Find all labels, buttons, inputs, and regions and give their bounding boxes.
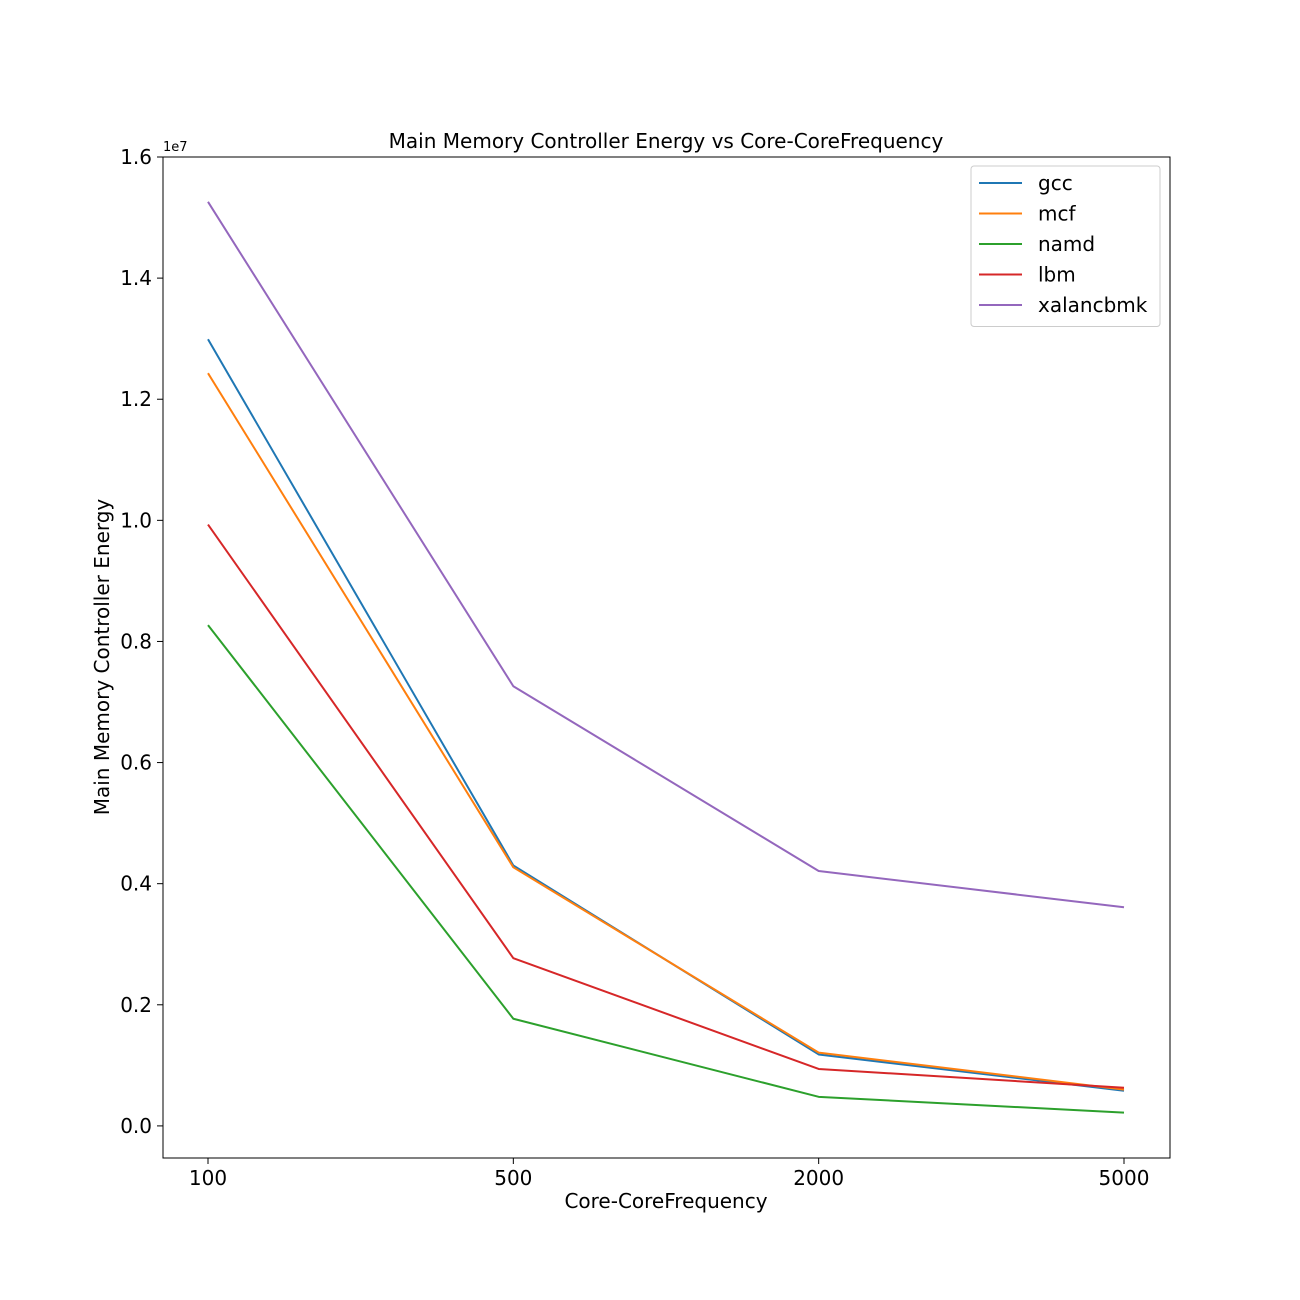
x-axis-title: Core-CoreFrequency	[564, 1189, 767, 1213]
series-line-lbm	[207, 524, 1125, 1089]
legend: gcc mcf namd lbm xalancbmk	[970, 165, 1161, 327]
x-tick-label-5000: 5000	[1099, 1166, 1150, 1190]
legend-label-gcc: gcc	[1038, 171, 1073, 195]
x-tick-label-100: 100	[189, 1166, 227, 1190]
y-tick-label-1.2: 1.2	[120, 387, 152, 411]
y-tick-label-1.0: 1.0	[120, 508, 152, 532]
series-line-namd	[207, 624, 1125, 1114]
y-tick-label-1.4: 1.4	[120, 266, 152, 290]
chart-title: Main Memory Controller Energy vs Core-Co…	[389, 129, 944, 153]
y-axis-title: Main Memory Controller Energy	[90, 499, 114, 816]
x-tick-label-500: 500	[494, 1166, 532, 1190]
plot-area: 100 500 2000 5000 0.0 0.2 0.4 0.6 0.8 1.0 1.2 1.4 1.…	[120, 145, 1171, 1190]
legend-label-xalancbmk: xalancbmk	[1038, 293, 1148, 317]
y-tick-label-0.6: 0.6	[120, 751, 152, 775]
y-tick-label-1.6: 1.6	[120, 145, 152, 169]
legend-label-mcf: mcf	[1038, 202, 1076, 226]
y-tick-label-0.0: 0.0	[120, 1114, 152, 1138]
axes-frame	[162, 156, 1171, 1159]
legend-label-lbm: lbm	[1038, 263, 1076, 287]
series-line-xalancbmk	[207, 201, 1125, 909]
y-offset-label: 1e7	[163, 140, 188, 155]
legend-label-namd: namd	[1038, 232, 1095, 256]
legend-box	[970, 165, 1161, 327]
y-tick-label-0.8: 0.8	[120, 629, 152, 653]
y-tick-label-0.2: 0.2	[120, 993, 152, 1017]
y-tick-label-0.4: 0.4	[120, 872, 152, 896]
x-tick-label-2000: 2000	[793, 1166, 844, 1190]
series-line-mcf	[207, 372, 1125, 1091]
